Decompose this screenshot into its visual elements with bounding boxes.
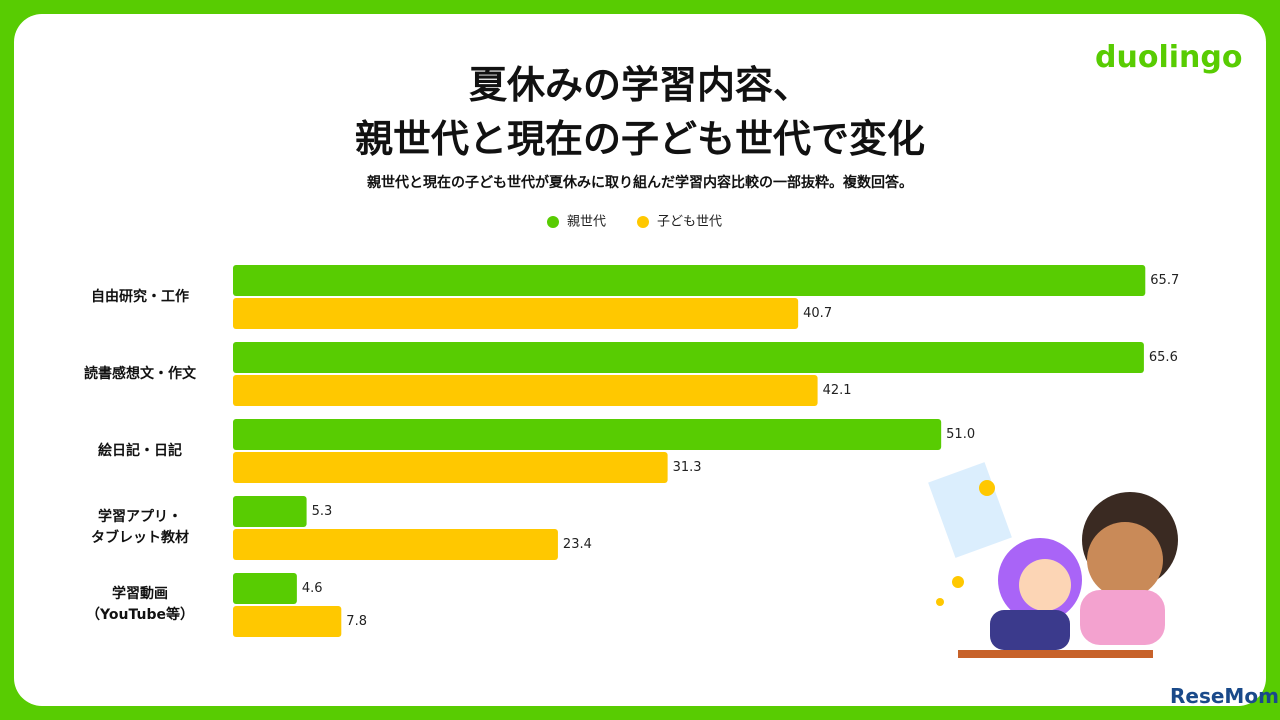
bar (233, 342, 1144, 373)
value-label: 4.6 (302, 581, 323, 596)
bar (233, 298, 799, 329)
category-label: 自由研究・工作 (91, 288, 189, 305)
category-label: 学習アプリ・ タブレット教材 (91, 509, 189, 546)
bar (233, 452, 668, 483)
value-label: 7.8 (346, 614, 367, 629)
watermark: ReseMom (1170, 684, 1279, 708)
bar (233, 496, 307, 527)
chart-subtitle: 親世代と現在の子ども世代が夏休みに取り組んだ学習内容比較の一部抜粋。複数回答。 (367, 175, 913, 191)
bar (233, 375, 818, 406)
bar (233, 419, 942, 450)
legend-swatch (637, 216, 649, 228)
value-label: 65.6 (1149, 350, 1178, 365)
bar (233, 265, 1146, 296)
value-label: 51.0 (946, 427, 975, 442)
bar (233, 573, 297, 604)
illustration (928, 462, 1178, 658)
bar (233, 529, 558, 560)
value-label: 31.3 (673, 460, 702, 475)
legend-swatch (547, 216, 559, 228)
category-label: 絵日記・日記 (98, 442, 182, 459)
value-label: 5.3 (312, 504, 333, 519)
bar (233, 606, 342, 637)
value-label: 42.1 (823, 383, 852, 398)
category-label: 学習動画 （YouTube等） (86, 586, 194, 623)
category-label: 読書感想文・作文 (84, 365, 196, 382)
value-label: 40.7 (803, 306, 832, 321)
chart-title: 夏休みの学習内容、 親世代と現在の子ども世代で変化 (354, 63, 925, 161)
brand-logo: duolingo (1095, 40, 1243, 75)
value-label: 23.4 (563, 537, 592, 552)
legend-label: 親世代 (567, 215, 606, 230)
value-label: 65.7 (1150, 273, 1179, 288)
legend-label: 子ども世代 (657, 215, 722, 230)
